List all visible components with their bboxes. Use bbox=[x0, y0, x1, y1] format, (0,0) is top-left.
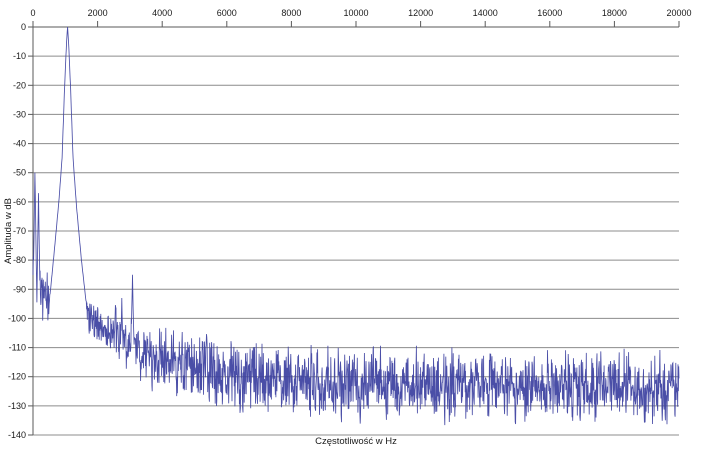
svg-text:-90: -90 bbox=[13, 284, 26, 294]
svg-text:16000: 16000 bbox=[537, 8, 562, 18]
svg-text:0: 0 bbox=[30, 8, 35, 18]
svg-text:-70: -70 bbox=[13, 226, 26, 236]
x-axis: 0 2000 4000 6000 8000 10000 12000 14000 16000 180… bbox=[30, 8, 692, 28]
y-axis-label: Amplituda w dB bbox=[3, 198, 14, 264]
svg-text:-60: -60 bbox=[13, 197, 26, 207]
svg-text:-100: -100 bbox=[8, 313, 26, 323]
svg-text:-80: -80 bbox=[13, 255, 26, 265]
x-axis-label: Częstotliwość w Hz bbox=[315, 436, 397, 447]
svg-text:2000: 2000 bbox=[88, 8, 108, 18]
svg-text:-130: -130 bbox=[8, 401, 26, 411]
svg-text:-10: -10 bbox=[13, 51, 26, 61]
svg-text:-120: -120 bbox=[8, 372, 26, 382]
svg-text:-40: -40 bbox=[13, 139, 26, 149]
svg-text:-110: -110 bbox=[9, 343, 26, 353]
svg-text:10000: 10000 bbox=[343, 8, 368, 18]
spectrum-line bbox=[32, 26, 680, 426]
svg-text:4000: 4000 bbox=[152, 8, 172, 18]
svg-text:14000: 14000 bbox=[473, 8, 498, 18]
svg-text:12000: 12000 bbox=[408, 8, 433, 18]
svg-text:-30: -30 bbox=[13, 109, 26, 119]
svg-text:18000: 18000 bbox=[602, 8, 627, 18]
y-axis: 0 -10 -20 -30 -40 -50 -60 -70 -80 -90 -100 -110 -120… bbox=[8, 22, 34, 440]
svg-text:-50: -50 bbox=[13, 168, 26, 178]
svg-text:-140: -140 bbox=[8, 430, 26, 440]
svg-text:6000: 6000 bbox=[217, 8, 237, 18]
svg-text:8000: 8000 bbox=[281, 8, 301, 18]
svg-text:0: 0 bbox=[21, 22, 26, 32]
svg-text:20000: 20000 bbox=[666, 8, 691, 18]
svg-text:-20: -20 bbox=[13, 80, 26, 90]
